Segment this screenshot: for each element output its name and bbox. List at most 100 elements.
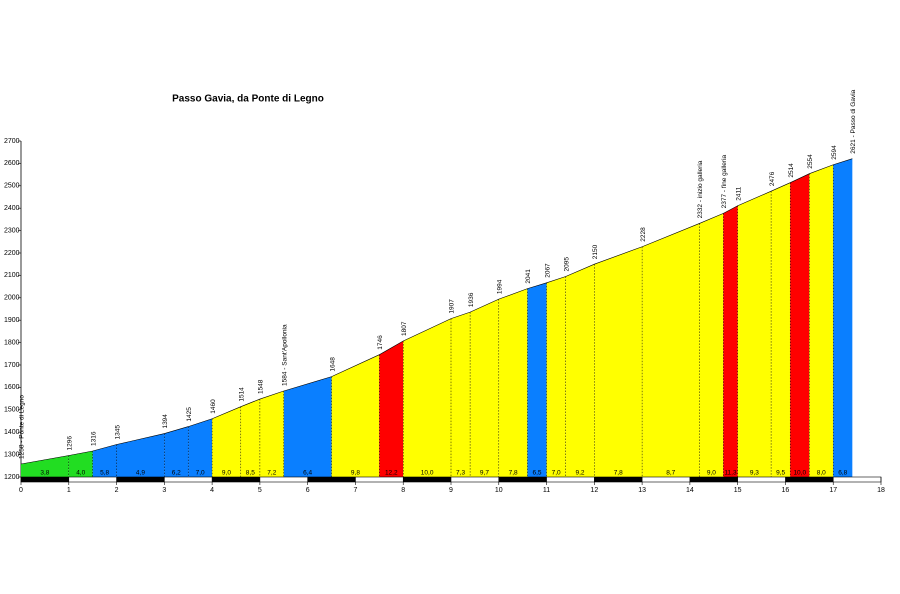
gradient-label: 3,8 xyxy=(40,470,49,477)
point-label: 2594 xyxy=(831,145,838,160)
gradient-segment xyxy=(737,191,772,477)
gradient-label: 6,8 xyxy=(838,470,847,477)
point-label: 2067 xyxy=(544,263,551,278)
gradient-segment xyxy=(771,182,791,477)
km-stripe xyxy=(116,477,165,482)
point-label: 1460 xyxy=(210,399,217,414)
y-tick-label: 1400 xyxy=(4,429,20,436)
gradient-segment xyxy=(546,276,566,477)
x-tick-label: 15 xyxy=(734,487,742,494)
gradient-segment xyxy=(642,223,700,477)
x-tick-label: 4 xyxy=(210,487,214,494)
gradient-label: 12,2 xyxy=(385,470,398,477)
x-tick-label: 8 xyxy=(401,487,405,494)
gradient-segment xyxy=(21,455,69,477)
point-label: 2228 xyxy=(640,227,647,242)
y-tick-label: 2100 xyxy=(4,272,20,279)
km-stripe xyxy=(307,477,356,482)
point-label: 1316 xyxy=(90,431,97,446)
point-label: 1548 xyxy=(258,379,265,394)
gradient-label: 9,7 xyxy=(480,470,489,477)
gradient-segment xyxy=(379,341,404,477)
gradient-segment xyxy=(470,299,499,477)
gradient-label: 8,5 xyxy=(246,470,255,477)
gradient-label: 7,2 xyxy=(267,470,276,477)
gradient-label: 4,9 xyxy=(136,470,145,477)
y-tick-label: 1200 xyxy=(4,474,20,481)
point-label: 2554 xyxy=(807,154,814,169)
y-tick-label: 1800 xyxy=(4,339,20,346)
gradient-segment xyxy=(833,158,853,478)
point-label: 1425 xyxy=(186,407,193,422)
point-label: 2041 xyxy=(525,269,532,284)
gradient-segment xyxy=(594,246,643,477)
gradient-label: 6,2 xyxy=(172,470,181,477)
y-tick-label: 1600 xyxy=(4,384,20,391)
x-tick-label: 18 xyxy=(877,487,885,494)
km-stripe xyxy=(212,477,260,482)
gradient-segment xyxy=(565,264,595,477)
y-tick-label: 1700 xyxy=(4,362,20,369)
gradient-label: 9,2 xyxy=(575,470,584,477)
x-tick-label: 5 xyxy=(258,487,262,494)
gradient-segment xyxy=(451,312,471,477)
gradient-segment xyxy=(809,164,834,477)
gradient-label: 9,3 xyxy=(750,470,759,477)
gradient-segment xyxy=(240,399,260,477)
x-tick-label: 0 xyxy=(19,487,23,494)
gradient-label: 6,4 xyxy=(303,470,312,477)
gradient-label: 8,0 xyxy=(817,470,826,477)
gradient-segment xyxy=(790,173,810,478)
point-label: 1907 xyxy=(449,299,456,314)
gradient-label: 6,5 xyxy=(532,470,541,477)
point-label: 1994 xyxy=(496,279,503,294)
y-tick-label: 2500 xyxy=(4,183,20,190)
gradient-label: 7,8 xyxy=(509,470,518,477)
point-label: 1514 xyxy=(238,387,245,402)
x-tick-label: 12 xyxy=(590,487,598,494)
gradient-label: 5,8 xyxy=(100,470,109,477)
gradient-label: 4,0 xyxy=(76,470,85,477)
gradient-label: 9,0 xyxy=(707,470,716,477)
point-label: 1746 xyxy=(377,335,384,350)
point-label: 1345 xyxy=(114,425,121,440)
x-tick-label: 3 xyxy=(162,487,166,494)
point-label: 2621 - Passo di Gavia xyxy=(850,89,857,153)
km-stripe xyxy=(689,477,738,482)
x-tick-label: 17 xyxy=(829,487,837,494)
point-label: 2514 xyxy=(788,163,795,178)
gradient-segment xyxy=(116,433,165,477)
km-stripe xyxy=(785,477,834,482)
gradient-label: 11,3 xyxy=(724,470,737,477)
gradient-label: 9,5 xyxy=(776,470,785,477)
y-tick-label: 2200 xyxy=(4,250,20,257)
x-tick-label: 1 xyxy=(67,487,71,494)
km-stripe xyxy=(594,477,643,482)
gradient-label: 10,0 xyxy=(793,470,806,477)
point-label: 2095 xyxy=(563,257,570,272)
point-label: 1394 xyxy=(162,414,169,429)
gradient-label: 10,0 xyxy=(421,470,434,477)
gradient-segment xyxy=(283,376,332,477)
gradient-segment xyxy=(92,444,117,477)
gradient-label: 7,8 xyxy=(614,470,623,477)
y-tick-label: 2400 xyxy=(4,205,20,212)
y-tick-label: 2000 xyxy=(4,295,20,302)
x-tick-label: 6 xyxy=(306,487,310,494)
y-tick-label: 2600 xyxy=(4,160,20,167)
gradient-segment xyxy=(498,288,528,477)
x-tick-label: 9 xyxy=(449,487,453,494)
km-stripe xyxy=(403,477,451,482)
gradient-segment xyxy=(188,418,213,477)
y-tick-label: 2300 xyxy=(4,227,20,234)
point-label: 2332 - inizio galleria xyxy=(697,160,704,218)
x-tick-label: 7 xyxy=(353,487,357,494)
gradient-segment xyxy=(723,205,738,477)
x-tick-label: 10 xyxy=(495,487,503,494)
x-tick-label: 2 xyxy=(115,487,119,494)
gradient-segment xyxy=(331,354,380,477)
x-tick-label: 11 xyxy=(543,487,550,494)
gradient-segment xyxy=(699,213,724,478)
km-stripe xyxy=(21,477,69,482)
